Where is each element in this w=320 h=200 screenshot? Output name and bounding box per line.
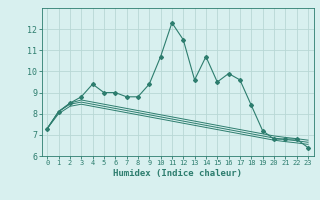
X-axis label: Humidex (Indice chaleur): Humidex (Indice chaleur) — [113, 169, 242, 178]
